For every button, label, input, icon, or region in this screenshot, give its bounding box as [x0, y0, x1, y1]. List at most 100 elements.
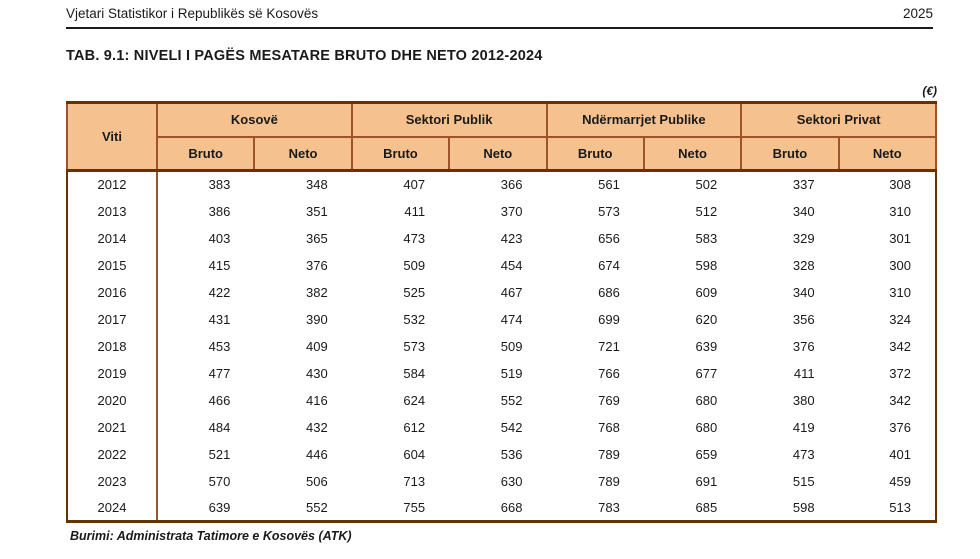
value-cell: 789 [598, 446, 620, 462]
value-cell: 382 [306, 284, 328, 300]
value-cell: 366 [500, 177, 523, 193]
value-cell: 583 [695, 230, 718, 246]
value-cell: 474 [500, 311, 523, 327]
table-row: 2017 431 390 532 474 699 620 356 324 [67, 305, 936, 333]
value-cell: 552 [306, 499, 328, 515]
sub-header-neto: Neto [837, 135, 938, 172]
value-cell: 409 [306, 338, 328, 354]
value-cell: 521 [208, 446, 231, 462]
value-cell: 624 [403, 392, 426, 408]
value-cell: 573 [598, 203, 620, 219]
year-cell: 2013 [67, 197, 158, 225]
value-cell: 301 [889, 230, 911, 246]
value-cell: 376 [792, 338, 815, 354]
value-cell: 431 [208, 311, 231, 327]
value-cell: 512 [695, 203, 718, 219]
value-cell: 789 [598, 473, 620, 489]
running-head: Vjetari Statistikor i Republikës së Koso… [66, 6, 933, 21]
value-cell: 329 [792, 230, 815, 246]
value-cell: 419 [792, 419, 815, 435]
year-cell: 2017 [67, 305, 158, 333]
column-header-viti: Viti [66, 101, 158, 172]
group-header-kosove: Kosovë [156, 101, 353, 138]
value-cell: 532 [403, 311, 426, 327]
value-cell: 432 [306, 419, 328, 435]
value-cell: 561 [598, 177, 620, 193]
year-cell: 2012 [67, 170, 158, 198]
value-cell: 573 [403, 338, 426, 354]
group-header-row: Viti Kosovë Sektori Publik Ndërmarrjet P… [66, 101, 937, 172]
value-cell: 612 [403, 419, 426, 435]
value-cell: 685 [695, 499, 718, 515]
year-cell: 2024 [67, 494, 158, 522]
year-cell: 2023 [67, 467, 158, 495]
value-cell: 340 [792, 284, 815, 300]
running-head-rule [66, 27, 933, 29]
table-row: 2015 415 376 509 454 674 598 328 300 [67, 251, 936, 279]
value-cell: 337 [792, 177, 815, 193]
group-header-ndermarrjet-publike: Ndërmarrjet Publike [545, 101, 743, 138]
value-cell: 509 [403, 257, 426, 273]
value-cell: 639 [695, 338, 718, 354]
value-cell: 509 [500, 338, 523, 354]
table-row: 2023 570 506 713 630 789 691 515 459 [67, 467, 936, 495]
value-cell: 477 [208, 365, 231, 381]
running-head-title: Vjetari Statistikor i Republikës së Koso… [66, 6, 319, 21]
sub-header-bruto: Bruto [350, 135, 451, 172]
value-cell: 473 [792, 446, 815, 462]
year-cell: 2019 [67, 359, 158, 387]
value-cell: 342 [889, 338, 911, 354]
value-cell: 454 [500, 257, 523, 273]
value-cell: 686 [598, 284, 620, 300]
sub-header-bruto: Bruto [545, 135, 645, 172]
table-row: 2014 403 365 473 423 656 583 329 301 [67, 224, 936, 252]
value-cell: 376 [306, 257, 328, 273]
value-cell: 365 [306, 230, 328, 246]
value-cell: 415 [208, 257, 231, 273]
value-cell: 525 [403, 284, 426, 300]
value-cell: 416 [306, 392, 328, 408]
value-cell: 768 [598, 419, 620, 435]
value-cell: 536 [500, 446, 523, 462]
value-cell: 467 [500, 284, 523, 300]
value-cell: 380 [792, 392, 815, 408]
table-row: 2018 453 409 573 509 721 639 376 342 [67, 332, 936, 360]
value-cell: 604 [403, 446, 426, 462]
year-cell: 2018 [67, 332, 158, 360]
value-cell: 680 [695, 419, 718, 435]
value-cell: 310 [889, 284, 911, 300]
table-row: 2013 386 351 411 370 573 512 340 310 [67, 197, 936, 225]
source-note: Burimi: Administrata Tatimore e Kosovës … [70, 529, 352, 543]
value-cell: 328 [792, 257, 815, 273]
value-cell: 506 [306, 473, 328, 489]
currency-note: (€) [922, 84, 937, 98]
year-cell: 2016 [67, 278, 158, 306]
value-cell: 721 [598, 338, 620, 354]
value-cell: 699 [598, 311, 620, 327]
value-cell: 430 [306, 365, 328, 381]
value-cell: 446 [306, 446, 328, 462]
table-body: 2012 383 348 407 366 561 502 337 308 2013 386 351 41… [67, 170, 936, 522]
value-cell: 584 [403, 365, 426, 381]
value-cell: 668 [500, 499, 523, 515]
table-row: 2024 639 552 755 668 783 685 598 513 [67, 494, 936, 522]
value-cell: 542 [500, 419, 523, 435]
value-cell: 769 [598, 392, 620, 408]
sub-header-row: Bruto Neto Bruto Neto Bruto Neto Bruto N… [67, 135, 938, 172]
group-header-sektori-publik: Sektori Publik [350, 101, 548, 138]
sub-header-neto: Neto [448, 135, 548, 172]
value-cell: 570 [208, 473, 231, 489]
value-cell: 484 [208, 419, 231, 435]
value-cell: 370 [500, 203, 523, 219]
value-cell: 466 [208, 392, 231, 408]
value-cell: 502 [695, 177, 718, 193]
value-cell: 656 [598, 230, 620, 246]
value-cell: 386 [208, 203, 231, 219]
value-cell: 609 [695, 284, 718, 300]
table-row: 2021 484 432 612 542 768 680 419 376 [67, 413, 936, 441]
sub-header-neto: Neto [642, 135, 743, 172]
value-cell: 348 [306, 177, 328, 193]
value-cell: 598 [792, 499, 815, 515]
value-cell: 401 [889, 446, 911, 462]
